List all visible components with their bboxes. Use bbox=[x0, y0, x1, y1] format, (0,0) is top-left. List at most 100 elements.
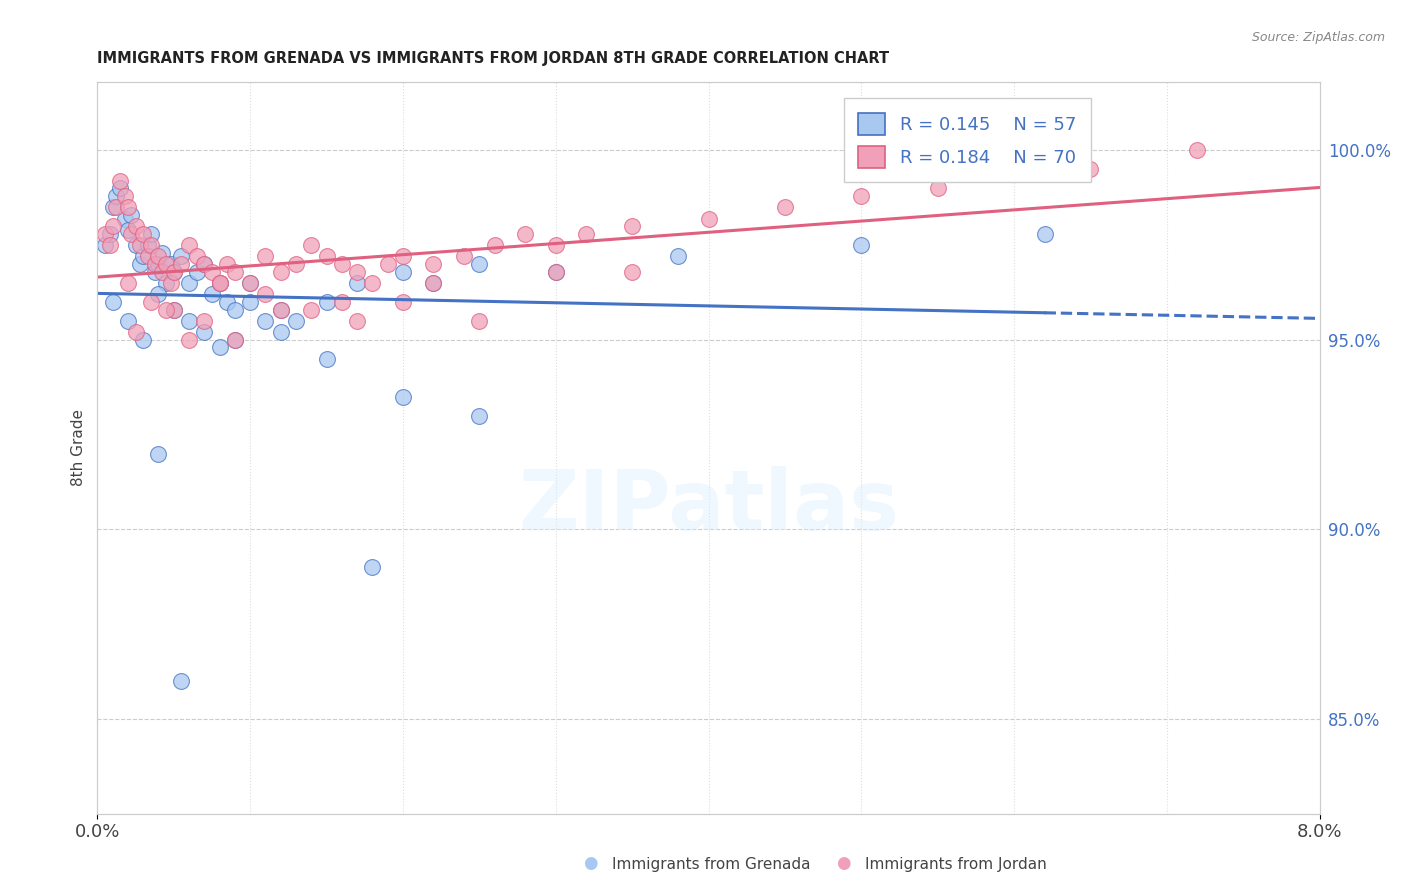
Point bbox=[148, 250, 170, 264]
Point bbox=[94, 227, 117, 241]
Point bbox=[697, 211, 720, 226]
Point bbox=[120, 227, 142, 241]
Point bbox=[217, 257, 239, 271]
Point bbox=[224, 302, 246, 317]
Point bbox=[851, 238, 873, 252]
Legend: R = 0.145    N = 57, R = 0.184    N = 70: R = 0.145 N = 57, R = 0.184 N = 70 bbox=[844, 98, 1091, 182]
Text: Source: ZipAtlas.com: Source: ZipAtlas.com bbox=[1251, 31, 1385, 45]
Point bbox=[124, 325, 146, 339]
Point bbox=[270, 302, 292, 317]
Point bbox=[1033, 227, 1056, 241]
Point bbox=[148, 257, 170, 271]
Text: IMMIGRANTS FROM GRENADA VS IMMIGRANTS FROM JORDAN 8TH GRADE CORRELATION CHART: IMMIGRANTS FROM GRENADA VS IMMIGRANTS FR… bbox=[97, 51, 890, 66]
Point bbox=[124, 238, 146, 252]
Point bbox=[101, 295, 124, 310]
Point bbox=[224, 265, 246, 279]
Point bbox=[575, 227, 598, 241]
Point bbox=[239, 295, 262, 310]
Point bbox=[117, 314, 139, 328]
Point bbox=[239, 276, 262, 290]
Point bbox=[186, 250, 208, 264]
Point bbox=[254, 287, 277, 301]
Point bbox=[285, 257, 308, 271]
Point bbox=[208, 276, 231, 290]
Point bbox=[422, 276, 444, 290]
Y-axis label: 8th Grade: 8th Grade bbox=[72, 409, 86, 486]
Point bbox=[224, 333, 246, 347]
Point bbox=[132, 227, 155, 241]
Point bbox=[544, 265, 567, 279]
Point bbox=[139, 295, 162, 310]
Point bbox=[270, 325, 292, 339]
Point bbox=[145, 257, 167, 271]
Point bbox=[177, 333, 200, 347]
Point bbox=[392, 390, 415, 404]
Point bbox=[239, 276, 262, 290]
Point bbox=[468, 409, 491, 423]
Point bbox=[94, 238, 117, 252]
Point bbox=[468, 257, 491, 271]
Point bbox=[315, 351, 337, 366]
Point bbox=[170, 673, 193, 688]
Point bbox=[208, 276, 231, 290]
Point bbox=[193, 257, 215, 271]
Text: Immigrants from Grenada: Immigrants from Grenada bbox=[612, 857, 810, 872]
Point bbox=[377, 257, 399, 271]
Point bbox=[330, 295, 353, 310]
Point bbox=[104, 189, 127, 203]
Point bbox=[299, 302, 322, 317]
Point bbox=[1187, 144, 1209, 158]
Point bbox=[361, 276, 384, 290]
Point bbox=[346, 314, 368, 328]
Point bbox=[117, 276, 139, 290]
Point bbox=[163, 302, 186, 317]
Point bbox=[254, 314, 277, 328]
Point bbox=[150, 265, 173, 279]
Point bbox=[132, 250, 155, 264]
Point bbox=[315, 250, 337, 264]
Point bbox=[120, 208, 142, 222]
Point bbox=[217, 295, 239, 310]
Point bbox=[132, 333, 155, 347]
Text: ●: ● bbox=[583, 855, 598, 872]
Point bbox=[254, 250, 277, 264]
Point bbox=[422, 257, 444, 271]
Point bbox=[150, 245, 173, 260]
Point bbox=[621, 219, 644, 234]
Point bbox=[163, 265, 186, 279]
Point bbox=[927, 181, 949, 195]
Point bbox=[666, 250, 689, 264]
Point bbox=[208, 276, 231, 290]
Point bbox=[201, 265, 224, 279]
Point bbox=[124, 219, 146, 234]
Point bbox=[346, 276, 368, 290]
Point bbox=[468, 314, 491, 328]
Point bbox=[159, 257, 181, 271]
Point bbox=[101, 219, 124, 234]
Text: Immigrants from Jordan: Immigrants from Jordan bbox=[865, 857, 1046, 872]
Point bbox=[193, 314, 215, 328]
Point bbox=[186, 265, 208, 279]
Point bbox=[114, 189, 136, 203]
Point bbox=[139, 227, 162, 241]
Point bbox=[392, 295, 415, 310]
Point bbox=[201, 287, 224, 301]
Point bbox=[177, 314, 200, 328]
Point bbox=[851, 189, 873, 203]
Point bbox=[330, 257, 353, 271]
Point bbox=[110, 181, 132, 195]
Point bbox=[773, 200, 796, 214]
Point bbox=[117, 223, 139, 237]
Point bbox=[129, 257, 152, 271]
Point bbox=[392, 250, 415, 264]
Point bbox=[163, 302, 186, 317]
Point bbox=[155, 276, 177, 290]
Point bbox=[392, 265, 415, 279]
Point bbox=[621, 265, 644, 279]
Point bbox=[299, 238, 322, 252]
Point bbox=[270, 302, 292, 317]
Text: ●: ● bbox=[837, 855, 851, 872]
Point bbox=[136, 238, 159, 252]
Point bbox=[315, 295, 337, 310]
Point bbox=[129, 238, 152, 252]
